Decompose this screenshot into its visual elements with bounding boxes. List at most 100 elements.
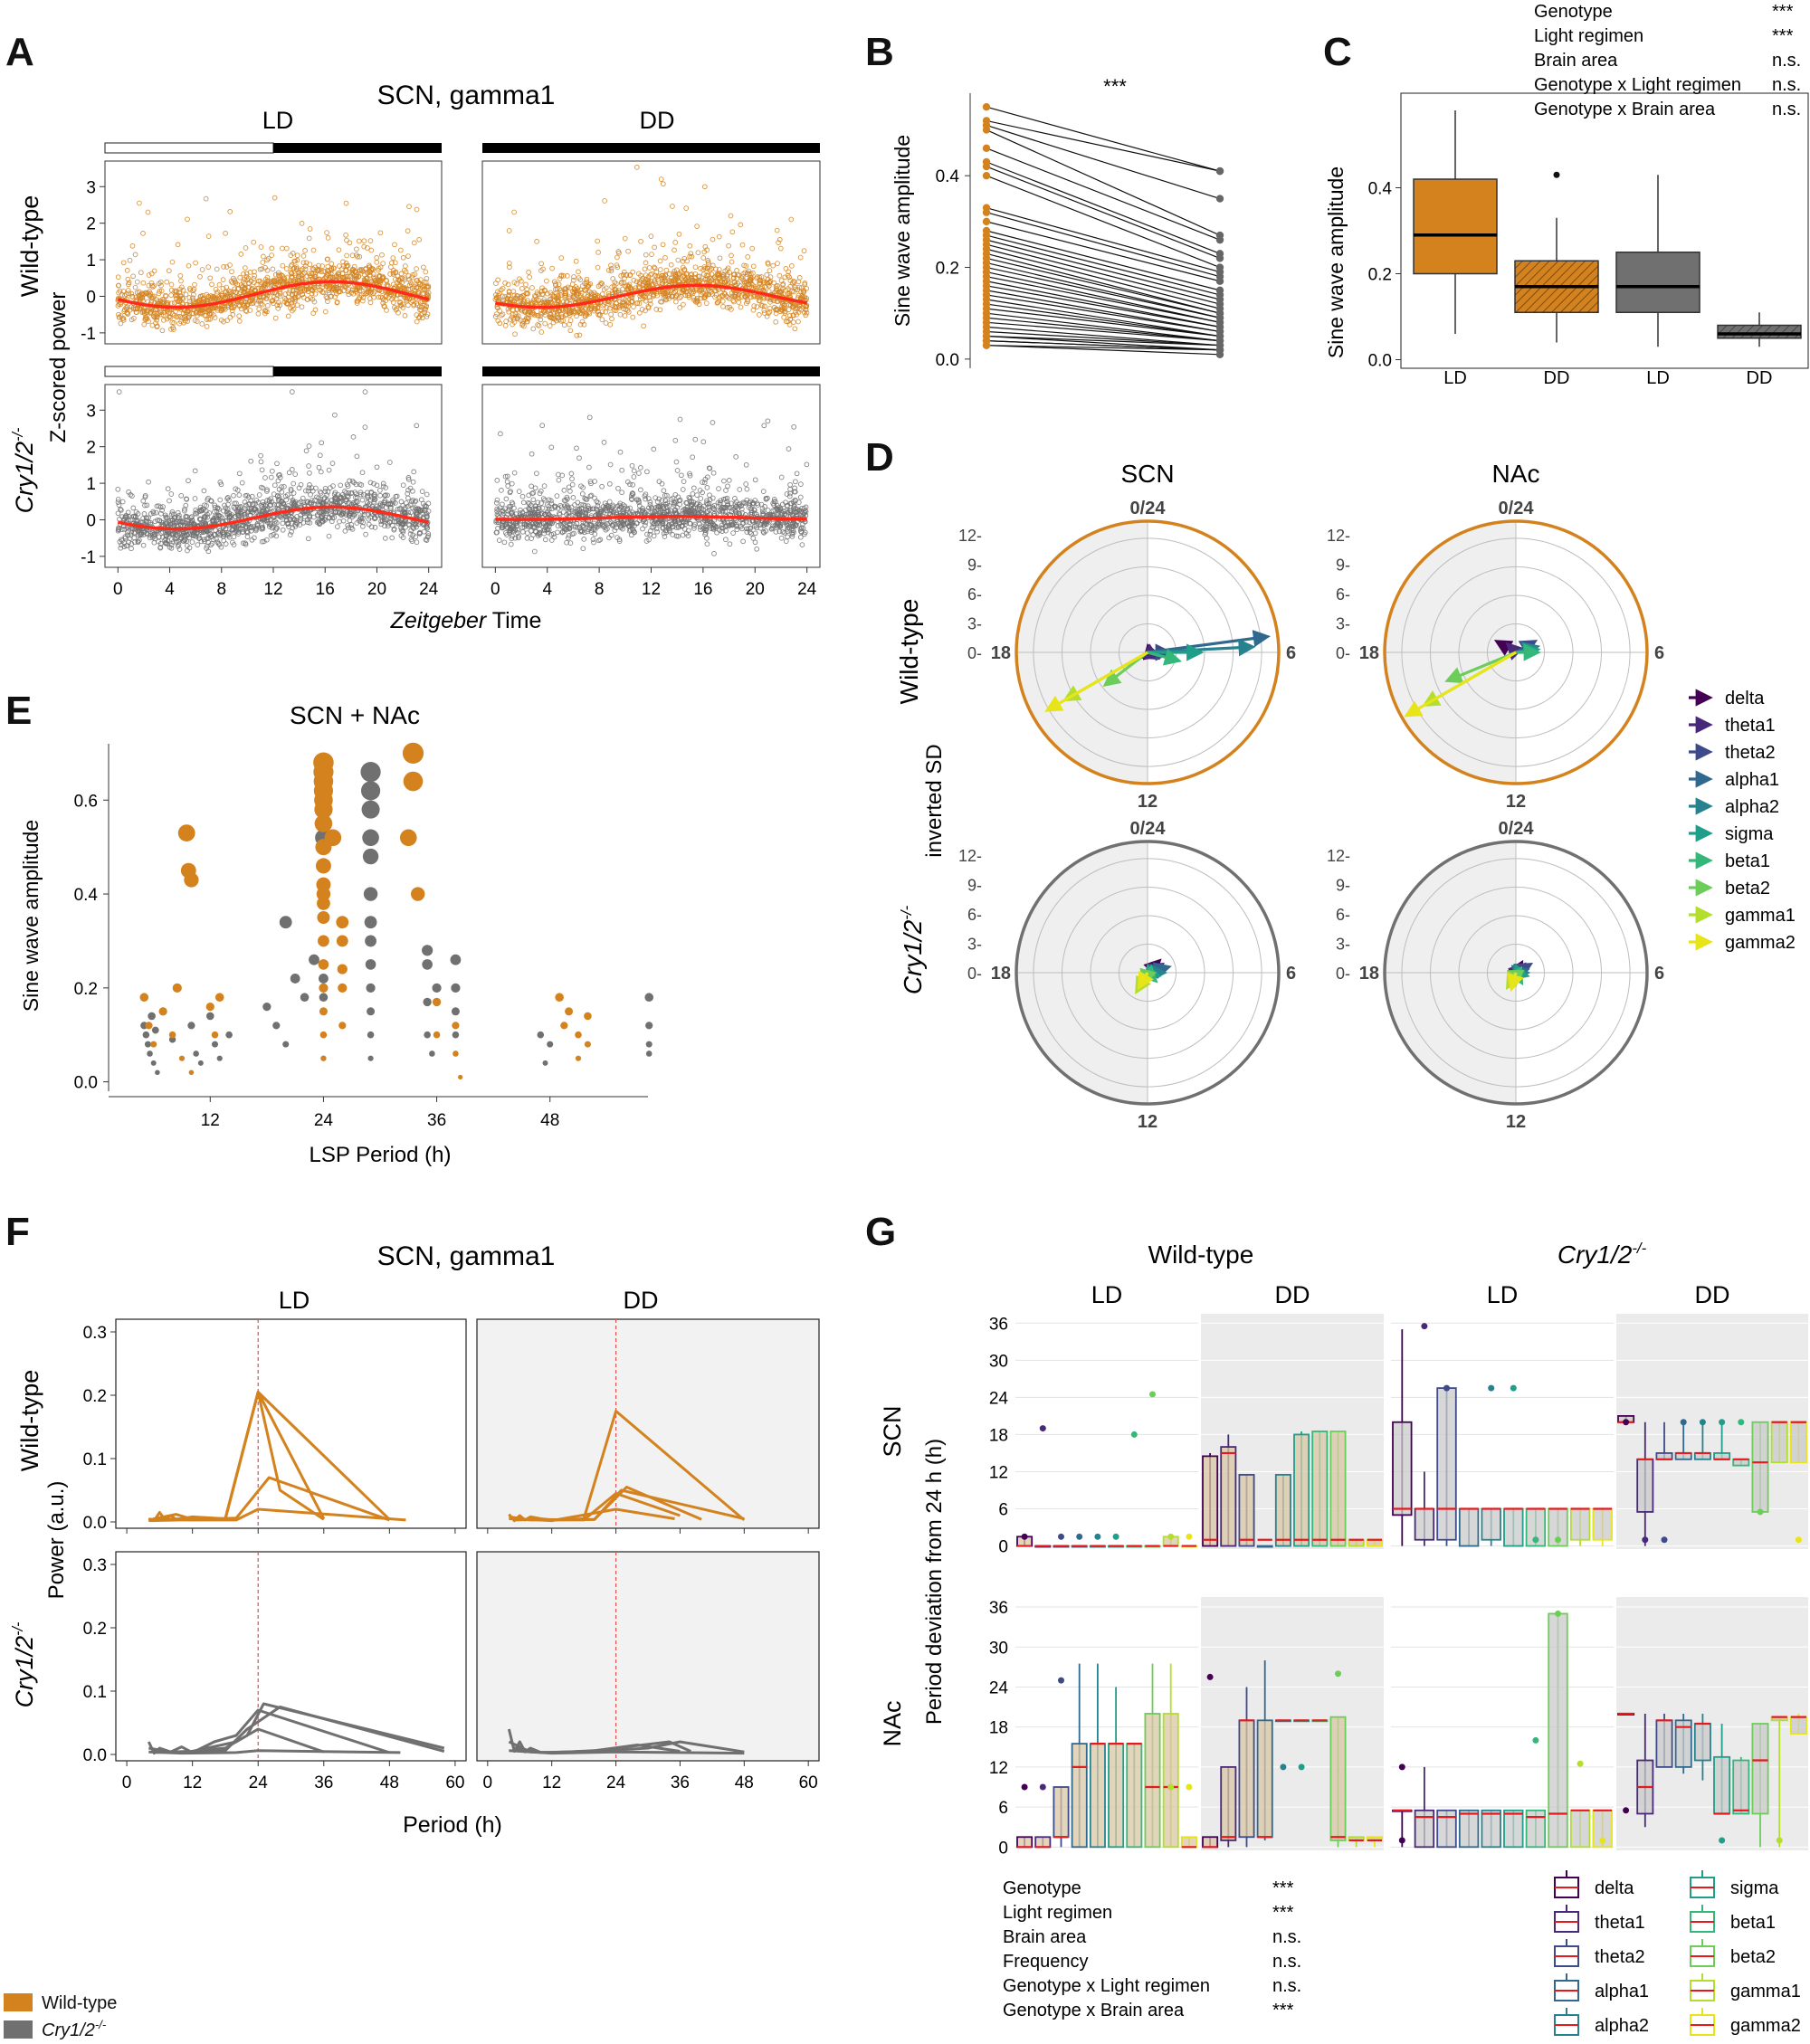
data-point [220, 306, 226, 312]
data-point [374, 255, 380, 261]
data-point [168, 281, 175, 288]
data-point [174, 290, 179, 296]
data-point [208, 293, 214, 299]
data-point [344, 263, 350, 270]
data-point [406, 276, 413, 282]
data-point [149, 322, 156, 328]
data-point [229, 269, 234, 275]
data-point [299, 304, 305, 310]
data-point [159, 328, 166, 334]
data-point [183, 316, 189, 322]
data-point [148, 293, 153, 299]
data-point [131, 315, 137, 321]
data-point [123, 291, 129, 297]
data-point [191, 286, 197, 292]
data-point [280, 262, 286, 269]
data-point [180, 287, 186, 293]
data-point [205, 264, 212, 270]
data-point [242, 285, 248, 291]
data-point [192, 281, 197, 288]
data-point [270, 298, 276, 303]
data-point [383, 298, 389, 303]
data-point [229, 305, 235, 311]
data-point [332, 294, 338, 300]
data-point [384, 292, 389, 299]
data-point [137, 200, 142, 206]
data-point [272, 195, 278, 201]
data-point [178, 278, 184, 284]
data-point [382, 303, 387, 309]
data-point [116, 290, 121, 296]
y-tick-label: 3 [86, 178, 96, 197]
y-tick-label: 2 [86, 439, 96, 458]
data-point [262, 310, 268, 317]
data-point [299, 276, 305, 282]
data-point [265, 255, 272, 261]
data-point [269, 245, 275, 252]
data-point [395, 309, 401, 316]
panel-letter-c: C [1323, 30, 1352, 74]
title: SCN, gamma1 [377, 81, 556, 110]
data-point [299, 221, 305, 226]
data-point [416, 236, 423, 242]
data-point [169, 259, 176, 265]
data-point [349, 276, 356, 281]
data-point [190, 310, 196, 317]
data-point [243, 309, 250, 314]
data-point [157, 279, 164, 285]
data-point [631, 304, 636, 309]
data-point [219, 294, 225, 300]
data-point [324, 230, 329, 235]
data-point [264, 278, 271, 284]
data-point [797, 254, 804, 261]
data-point [207, 275, 214, 281]
data-point [757, 312, 762, 318]
y-tick-label: 0 [86, 511, 96, 530]
data-point [274, 277, 281, 283]
data-point [151, 314, 157, 320]
panel-letter-b: B [865, 30, 894, 74]
data-point [219, 291, 225, 297]
data-point [258, 298, 264, 304]
data-point [236, 318, 243, 324]
data-point [424, 303, 430, 309]
data-point [295, 277, 300, 283]
data-point [414, 284, 419, 290]
data-point [287, 288, 293, 294]
data-point [388, 264, 394, 270]
data-point [422, 287, 427, 293]
light-bar-dark [482, 143, 820, 153]
data-point [141, 321, 148, 328]
data-point [264, 257, 270, 263]
data-point [262, 281, 268, 288]
data-point [290, 251, 296, 256]
data-point [134, 309, 139, 316]
data-point [368, 279, 374, 285]
data-point [414, 300, 420, 307]
data-point [197, 273, 203, 280]
data-point [354, 271, 360, 278]
data-point [185, 216, 190, 223]
data-point [347, 270, 353, 275]
data-point [140, 231, 146, 236]
data-point [144, 316, 150, 322]
data-point [701, 184, 708, 190]
data-point [423, 307, 428, 312]
data-point [199, 308, 205, 313]
data-point [154, 323, 160, 329]
data-point [160, 312, 167, 318]
light-bar-dark [273, 366, 442, 376]
data-point [380, 297, 386, 303]
data-point [363, 290, 369, 297]
data-point [147, 289, 152, 294]
data-point [327, 283, 333, 290]
data-point [216, 281, 223, 288]
data-point [614, 254, 620, 261]
data-point [238, 252, 244, 257]
data-point [334, 299, 340, 305]
data-point [422, 309, 427, 316]
data-point [414, 206, 420, 213]
data-point [662, 254, 668, 261]
sine-fit-curve [117, 280, 430, 309]
facet-frame [104, 160, 443, 345]
